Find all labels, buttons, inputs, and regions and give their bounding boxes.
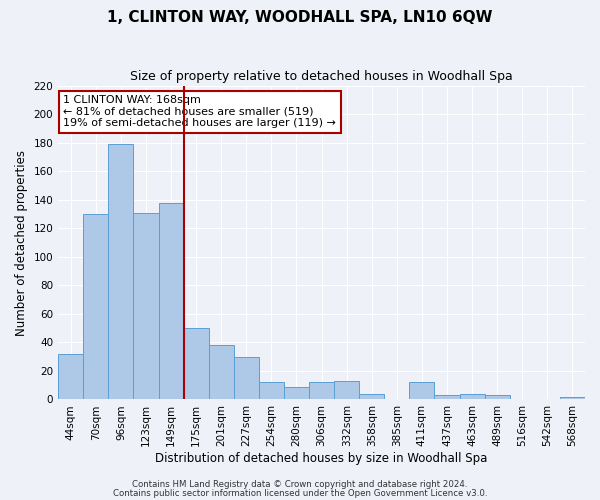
- Bar: [309, 382, 334, 400]
- Bar: [83, 214, 109, 400]
- Bar: [334, 381, 359, 400]
- Bar: [184, 328, 209, 400]
- Bar: [409, 382, 434, 400]
- Bar: [109, 144, 133, 400]
- Text: 1, CLINTON WAY, WOODHALL SPA, LN10 6QW: 1, CLINTON WAY, WOODHALL SPA, LN10 6QW: [107, 10, 493, 25]
- Bar: [234, 356, 259, 400]
- Bar: [460, 394, 485, 400]
- Text: Contains public sector information licensed under the Open Government Licence v3: Contains public sector information licen…: [113, 488, 487, 498]
- Text: 1 CLINTON WAY: 168sqm
← 81% of detached houses are smaller (519)
19% of semi-det: 1 CLINTON WAY: 168sqm ← 81% of detached …: [64, 95, 337, 128]
- Bar: [359, 394, 385, 400]
- Bar: [58, 354, 83, 400]
- Text: Contains HM Land Registry data © Crown copyright and database right 2024.: Contains HM Land Registry data © Crown c…: [132, 480, 468, 489]
- Bar: [560, 396, 585, 400]
- Bar: [434, 395, 460, 400]
- X-axis label: Distribution of detached houses by size in Woodhall Spa: Distribution of detached houses by size …: [155, 452, 488, 465]
- Bar: [259, 382, 284, 400]
- Bar: [485, 395, 510, 400]
- Title: Size of property relative to detached houses in Woodhall Spa: Size of property relative to detached ho…: [130, 70, 513, 83]
- Bar: [284, 386, 309, 400]
- Y-axis label: Number of detached properties: Number of detached properties: [15, 150, 28, 336]
- Bar: [209, 345, 234, 400]
- Bar: [158, 202, 184, 400]
- Bar: [133, 212, 158, 400]
